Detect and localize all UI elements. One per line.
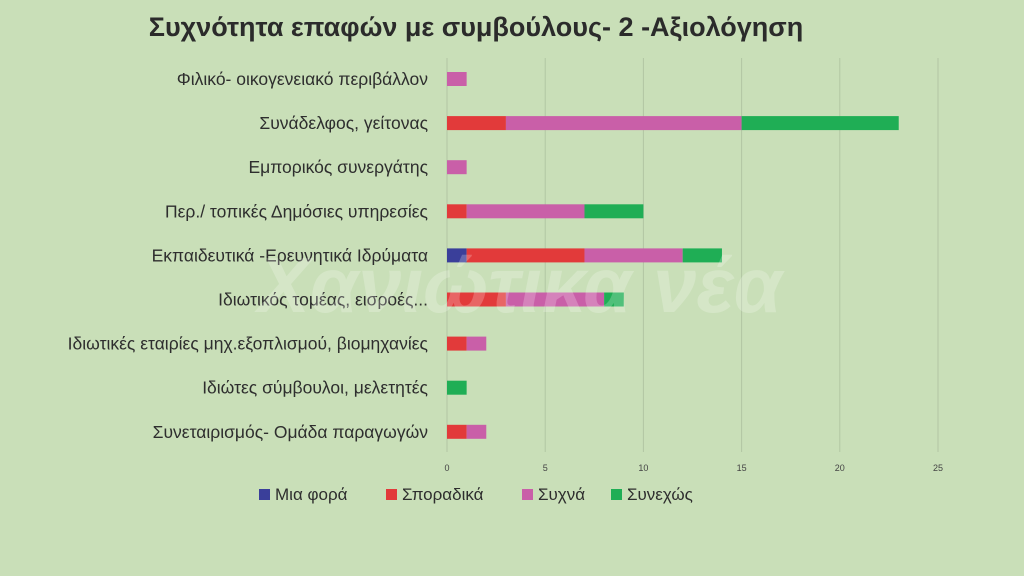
bar-segment [447,72,467,86]
bar-segment [682,248,722,263]
bar-segment [505,292,605,307]
x-tick-label: 5 [543,463,548,473]
category-label: Ιδιωτικός τομέας, εισροές... [218,290,428,310]
legend-label: Σποραδικά [402,485,484,504]
bar-segment [584,204,644,219]
bar-segment [741,116,899,131]
bar-segment [447,424,467,439]
legend: Μια φορά Σποραδικά Συχνά Συνεχώς [259,485,693,504]
legend-label: Μια φορά [275,485,348,504]
bar-segment [584,248,683,263]
legend-label: Συνεχώς [627,485,693,504]
legend-swatch [522,489,533,500]
category-label: Ιδιωτικές εταιρίες μηχ.εξοπλισμού, βιομη… [68,334,428,354]
bars [447,72,899,439]
category-label: Συνεταιρισμός- Ομάδα παραγωγών [153,422,429,442]
bar-segment [447,336,467,351]
bar-segment [447,204,467,219]
chart-title: Συχνότητα επαφών με συμβούλους- 2 -Αξιολ… [148,12,804,42]
x-tick-labels: 0 5 10 15 20 25 [444,463,943,473]
legend-swatch [386,489,397,500]
bar-segment [466,336,487,351]
category-label: Περ./ τοπικές Δημόσιες υπηρεσίες [165,201,428,221]
bar-segment [447,380,467,395]
bar-segment [466,248,585,263]
category-label: Συνάδελφος, γείτονας [259,113,428,133]
x-tick-label: 25 [933,463,943,473]
x-tick-label: 10 [638,463,648,473]
category-label: Εκπαιδευτικά -Ερευνητικά Ιδρύματα [152,245,428,265]
legend-swatch [259,489,270,500]
legend-swatch [611,489,622,500]
category-label: Φιλικό- οικογενειακό περιβάλλον [177,69,428,89]
bar-segment [447,248,467,263]
x-tick-label: 0 [444,463,449,473]
bar-segment [505,116,742,131]
legend-label: Συχνά [538,485,585,504]
watermark-text: Χανιώτικα νέα [254,241,786,329]
bar-segment [466,204,585,219]
category-label: Ιδιώτες σύμβουλοι, μελετητές [202,378,428,398]
bar-segment [447,292,506,307]
bar-segment [604,292,624,307]
bar-segment [447,160,467,175]
bar-segment [466,424,487,439]
category-labels: Φιλικό- οικογενειακό περιβάλλον Συνάδελφο… [68,69,429,442]
bar-segment [447,116,506,131]
x-tick-label: 20 [835,463,845,473]
category-label: Εμπορικός συνεργάτης [248,157,428,177]
x-tick-label: 15 [737,463,747,473]
